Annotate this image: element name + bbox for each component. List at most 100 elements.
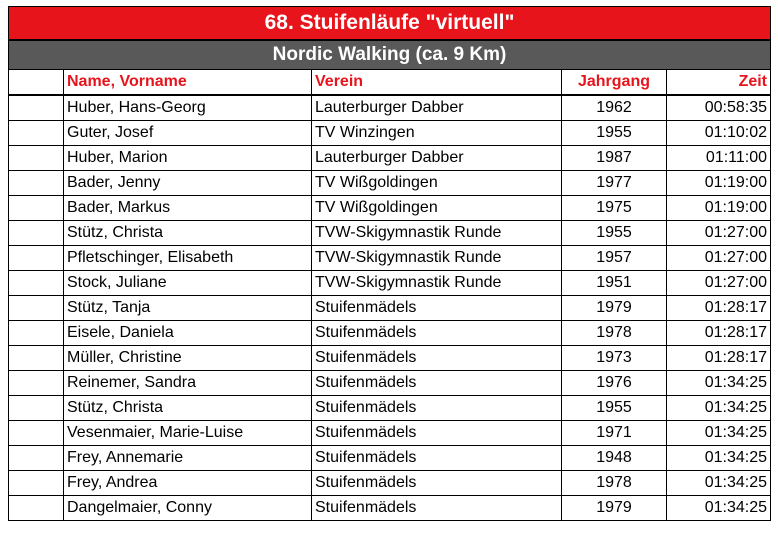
table-row: Stütz, Christa Stuifenmädels 1955 01:34:25 (8, 395, 772, 421)
table-row: Frey, Andrea Stuifenmädels 1978 01:34:25 (8, 470, 772, 496)
name-cell: Müller, Christine (63, 345, 312, 371)
club-cell: Stuifenmädels (311, 470, 562, 496)
club-cell: TVW-Skigymnastik Runde (311, 245, 562, 271)
time-cell: 01:28:17 (665, 345, 772, 371)
rank-cell (8, 345, 64, 371)
club-cell: TV Winzingen (311, 120, 562, 146)
category-subtitle: Nordic Walking (ca. 9 Km) (7, 39, 772, 70)
name-cell: Bader, Markus (63, 195, 312, 221)
name-cell: Stock, Juliane (63, 270, 312, 296)
rank-cell (8, 120, 64, 146)
year-cell: 1979 (561, 495, 667, 521)
rank-cell (8, 495, 64, 521)
year-cell: 1973 (561, 345, 667, 371)
table-row: Pfletschinger, Elisabeth TVW-Skigymnastik… (8, 245, 772, 271)
time-cell: 01:19:00 (665, 195, 772, 221)
year-cell: 1955 (561, 120, 667, 146)
club-cell: Stuifenmädels (311, 420, 562, 446)
name-cell: Reinemer, Sandra (63, 370, 312, 396)
club-cell: Stuifenmädels (311, 445, 562, 471)
name-cell: Eisele, Daniela (63, 320, 312, 346)
year-cell: 1955 (561, 220, 667, 246)
table-row: Vesenmaier, Marie-Luise Stuifenmädels 1971… (8, 420, 772, 446)
subtitle-row: Nordic Walking (ca. 9 Km) (7, 39, 772, 70)
rank-cell (8, 395, 64, 421)
year-cell: 1987 (561, 145, 667, 171)
time-cell: 01:34:25 (665, 470, 772, 496)
time-cell: 01:34:25 (665, 370, 772, 396)
time-cell: 01:11:00 (665, 145, 772, 171)
rank-cell (8, 370, 64, 396)
name-cell: Huber, Hans-Georg (63, 94, 312, 121)
name-cell: Frey, Andrea (63, 470, 312, 496)
name-cell: Stütz, Tanja (63, 295, 312, 321)
table-row: Bader, Jenny TV Wißgoldingen 1977 01:19:00 (8, 170, 772, 196)
results-sheet: 68. Stuifenläufe "virtuell" Nordic Walki… (7, 6, 772, 521)
rank-cell (8, 320, 64, 346)
rank-cell (8, 445, 64, 471)
rank-cell (8, 470, 64, 496)
table-row: Stütz, Tanja Stuifenmädels 1979 01:28:17 (8, 295, 772, 321)
name-cell: Pfletschinger, Elisabeth (63, 245, 312, 271)
time-header: Zeit (665, 69, 772, 96)
year-cell: 1979 (561, 295, 667, 321)
time-cell: 01:34:25 (665, 495, 772, 521)
page-title: 68. Stuifenläufe "virtuell" (7, 6, 772, 41)
time-cell: 01:34:25 (665, 420, 772, 446)
time-cell: 01:34:25 (665, 445, 772, 471)
time-cell: 01:34:25 (665, 395, 772, 421)
rank-cell (8, 195, 64, 221)
time-cell: 01:28:17 (665, 320, 772, 346)
club-cell: Stuifenmädels (311, 295, 562, 321)
year-cell: 1978 (561, 320, 667, 346)
club-cell: Stuifenmädels (311, 395, 562, 421)
rank-cell (8, 245, 64, 271)
name-cell: Frey, Annemarie (63, 445, 312, 471)
rank-cell (8, 145, 64, 171)
club-cell: Stuifenmädels (311, 370, 562, 396)
name-cell: Stütz, Christa (63, 220, 312, 246)
name-cell: Huber, Marion (63, 145, 312, 171)
club-cell: Stuifenmädels (311, 345, 562, 371)
year-cell: 1977 (561, 170, 667, 196)
name-header: Name, Vorname (63, 69, 312, 96)
club-cell: Stuifenmädels (311, 320, 562, 346)
rank-cell (8, 270, 64, 296)
name-cell: Stütz, Christa (63, 395, 312, 421)
name-cell: Dangelmaier, Conny (63, 495, 312, 521)
table-row: Guter, Josef TV Winzingen 1955 01:10:02 (8, 120, 772, 146)
table-row: Reinemer, Sandra Stuifenmädels 1976 01:34:2… (8, 370, 772, 396)
club-cell: Lauterburger Dabber (311, 145, 562, 171)
table-row: Dangelmaier, Conny Stuifenmädels 1979 01:34… (8, 495, 772, 521)
time-cell: 01:19:00 (665, 170, 772, 196)
year-cell: 1962 (561, 94, 667, 121)
table-row: Huber, Hans-Georg Lauterburger Dabber 1962… (8, 94, 772, 121)
rank-cell (8, 220, 64, 246)
year-cell: 1976 (561, 370, 667, 396)
year-cell: 1951 (561, 270, 667, 296)
header-row: Name, Vorname Verein Jahrgang Zeit (8, 69, 772, 96)
club-cell: TV Wißgoldingen (311, 195, 562, 221)
time-cell: 00:58:35 (665, 94, 772, 121)
time-cell: 01:27:00 (665, 220, 772, 246)
year-cell: 1955 (561, 395, 667, 421)
name-cell: Vesenmaier, Marie-Luise (63, 420, 312, 446)
club-header: Verein (311, 69, 562, 96)
table-row: Stock, Juliane TVW-Skigymnastik Runde 1951… (8, 270, 772, 296)
title-row: 68. Stuifenläufe "virtuell" (7, 6, 772, 41)
rank-header (8, 69, 64, 96)
table-row: Eisele, Daniela Stuifenmädels 1978 01:28:17 (8, 320, 772, 346)
club-cell: TV Wißgoldingen (311, 170, 562, 196)
year-cell: 1978 (561, 470, 667, 496)
year-cell: 1975 (561, 195, 667, 221)
table-row: Müller, Christine Stuifenmädels 1973 01:28:… (8, 345, 772, 371)
table-row: Frey, Annemarie Stuifenmädels 1948 01:34:25 (8, 445, 772, 471)
table-row: Bader, Markus TV Wißgoldingen 1975 01:19:00 (8, 195, 772, 221)
name-cell: Guter, Josef (63, 120, 312, 146)
time-cell: 01:28:17 (665, 295, 772, 321)
time-cell: 01:10:02 (665, 120, 772, 146)
time-cell: 01:27:00 (665, 270, 772, 296)
year-header: Jahrgang (561, 69, 667, 96)
table-row: Stütz, Christa TVW-Skigymnastik Runde 1955… (8, 220, 772, 246)
name-cell: Bader, Jenny (63, 170, 312, 196)
